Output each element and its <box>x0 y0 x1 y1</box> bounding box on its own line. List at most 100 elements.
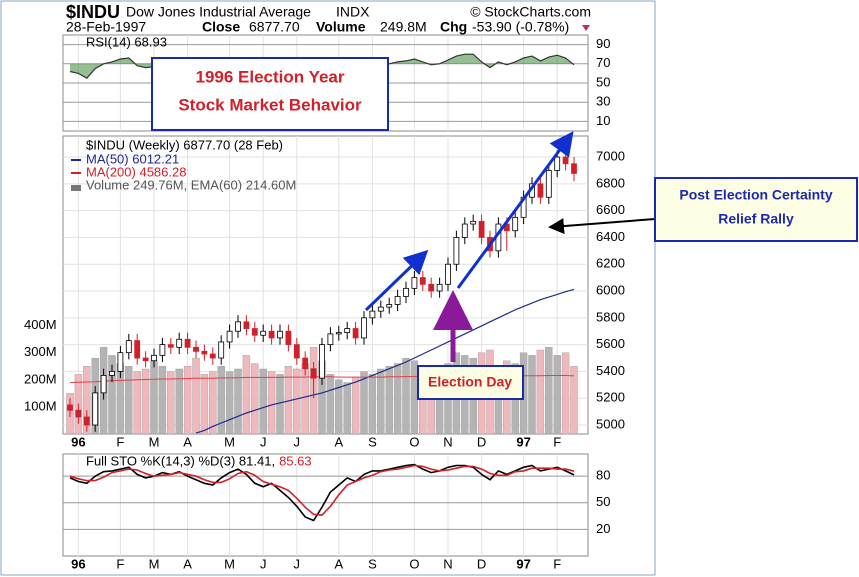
x-tick-label: 96 <box>71 434 85 449</box>
rally-box <box>654 177 858 242</box>
candle-body <box>411 277 418 289</box>
volume-bar <box>553 355 561 435</box>
x-tick-label: F <box>116 556 124 571</box>
y2-tick-label: 200M <box>24 371 57 386</box>
volume-bar <box>360 371 368 435</box>
volume-bar <box>351 376 360 435</box>
x-tick-label: A <box>334 434 343 449</box>
x-tick-label: 97 <box>516 556 530 571</box>
candle-body <box>327 333 334 346</box>
volume-bar <box>259 368 267 435</box>
candle-body <box>545 170 552 198</box>
volume-bar <box>393 363 402 435</box>
y-tick-label: 30 <box>596 94 610 109</box>
y-tick-label: 7000 <box>596 148 625 163</box>
x-tick-label: J <box>294 434 301 449</box>
candle-body <box>134 340 141 359</box>
legend-swatch <box>71 172 81 174</box>
candle-body <box>319 344 325 379</box>
candle-body <box>184 338 191 348</box>
panel-group: 20 50 80 Full STO %K(14,3) %D(3) 81.41, 85.6… <box>62 453 610 557</box>
candle-body <box>377 306 384 312</box>
y2-tick-label: 300M <box>24 344 57 359</box>
rally-line: Relief Rally <box>718 211 794 227</box>
candle-body <box>285 330 292 346</box>
legend: Volume 249.76M, EMA(60) 214.60M <box>86 177 296 192</box>
volume-bar <box>225 371 234 435</box>
volume-bar <box>251 363 259 435</box>
legend: $INDU (Weekly) 6877.70 (28 Feb) <box>86 137 283 152</box>
title-line: 1996 Election Year <box>195 67 344 86</box>
x-tick-label: N <box>443 434 452 449</box>
candle-body <box>461 223 468 238</box>
candle-body <box>562 156 569 165</box>
candle-body <box>293 344 300 359</box>
x-tick-label: F <box>553 434 561 449</box>
chg-label: Chg <box>440 19 467 35</box>
candle-body <box>109 371 115 376</box>
x-tick-label: M <box>224 434 235 449</box>
volume-bar <box>410 360 419 435</box>
line <box>195 288 575 434</box>
candle-body <box>218 341 225 359</box>
candle-body <box>419 277 426 285</box>
candle-body <box>142 357 149 362</box>
y-tick-label: 6800 <box>596 175 625 190</box>
line <box>69 464 575 517</box>
panel <box>62 453 589 557</box>
volume-bar <box>83 366 91 435</box>
y-tick-label: 5800 <box>596 309 625 324</box>
candle-body <box>151 354 157 362</box>
volume-bar <box>234 368 242 435</box>
candle-body <box>352 328 359 339</box>
candle-body <box>243 321 250 329</box>
y-tick-label: 50 <box>596 74 610 89</box>
volume-bar <box>183 366 192 435</box>
y-tick-label: 5000 <box>596 416 625 431</box>
legend-swatch <box>71 185 81 191</box>
arrow <box>548 218 656 235</box>
y-tick-label: 10 <box>596 113 610 128</box>
y-tick-label: 20 <box>596 521 610 536</box>
volume-bar <box>158 366 167 435</box>
volume-bar <box>217 366 225 435</box>
x-tick-label: 97 <box>516 434 530 449</box>
candle-body <box>92 392 99 426</box>
volume-bar <box>528 355 536 435</box>
candle-body <box>100 375 107 394</box>
y-tick-label: 6400 <box>596 229 625 244</box>
volume-bar <box>402 357 410 435</box>
candle-body <box>428 283 435 292</box>
volume-bar <box>200 374 209 435</box>
candle-body <box>386 304 393 308</box>
x-tick-label: O <box>409 556 419 571</box>
volume-bar <box>175 368 183 435</box>
legend: MA(50) 6012.21 <box>86 151 179 166</box>
legend: RSI(14) 68.93 <box>86 34 167 49</box>
candle-body <box>361 317 367 339</box>
x-tick-label: S <box>368 434 377 449</box>
candle-body <box>251 328 258 336</box>
y-tick-label: 90 <box>596 36 610 51</box>
volume-bar <box>133 371 141 435</box>
index-name: Dow Jones Industrial Average <box>126 4 311 20</box>
volume-bar <box>276 374 284 435</box>
candle-body <box>470 220 477 225</box>
arrow <box>456 131 574 289</box>
y-tick-label: 6000 <box>596 282 625 297</box>
y-tick-label: 80 <box>596 468 610 483</box>
volume-bar <box>561 352 570 435</box>
candle-body <box>125 340 132 354</box>
y-tick-label: 6200 <box>596 256 625 271</box>
x-tick-label: J <box>294 556 301 571</box>
y-tick-label: 6600 <box>596 202 625 217</box>
close-label: Close <box>202 19 240 35</box>
x-tick-label: F <box>116 434 124 449</box>
volume-bar <box>150 360 158 435</box>
candle-body <box>302 357 309 370</box>
volume-label: Volume <box>316 19 366 35</box>
candle-body <box>268 330 275 339</box>
candle-body <box>478 220 485 238</box>
candle-body <box>277 330 283 339</box>
legend: Full STO %K(14,3) %D(3) 81.41, <box>86 453 275 468</box>
